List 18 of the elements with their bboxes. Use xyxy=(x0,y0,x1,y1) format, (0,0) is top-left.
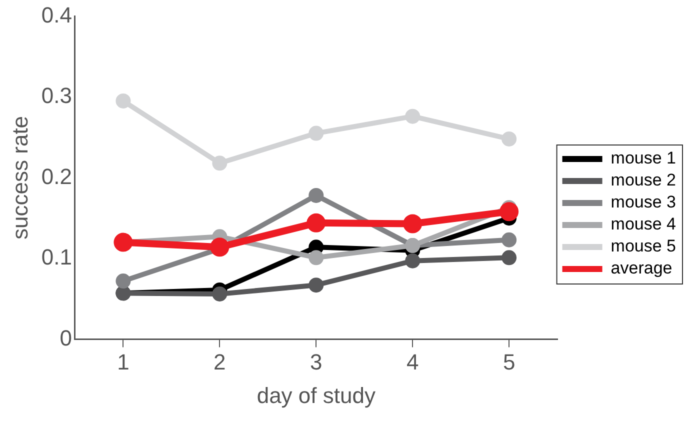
y-tick-label: 0.3 xyxy=(41,83,72,108)
legend-label: mouse 1 xyxy=(610,148,676,168)
y-tick-label: 0.2 xyxy=(41,164,72,189)
x-axis-title: day of study xyxy=(256,382,376,408)
x-tick-label: 3 xyxy=(310,349,322,374)
y-axis-title: success rate xyxy=(7,116,32,240)
y-tick-label: 0 xyxy=(60,325,72,350)
y-tick-label: 0.1 xyxy=(41,244,72,270)
legend-label: mouse 5 xyxy=(610,236,676,256)
y-tick-label: 0.4 xyxy=(41,2,72,28)
legend-label: mouse 3 xyxy=(610,192,676,212)
x-tick-label: 1 xyxy=(117,349,130,374)
x-tick-label: 4 xyxy=(406,349,419,374)
x-tick-label: 5 xyxy=(502,349,516,374)
legend-label: mouse 2 xyxy=(610,170,676,190)
legend-label: average xyxy=(610,258,672,278)
legend-label: mouse 4 xyxy=(610,214,676,234)
x-tick-label: 2 xyxy=(214,349,226,374)
